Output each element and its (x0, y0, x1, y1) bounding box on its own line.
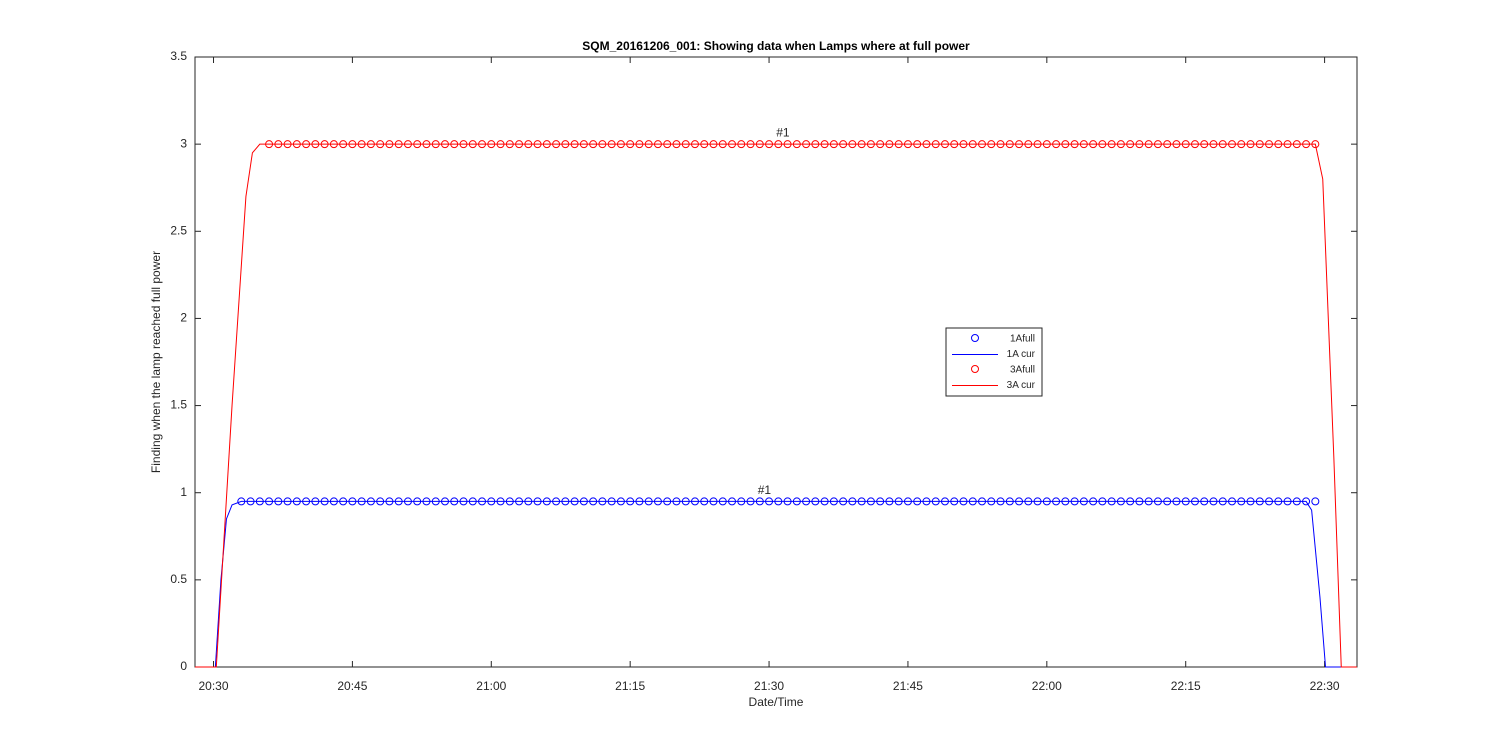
plot-frame (194, 56, 1358, 668)
legend-label: 3A cur (1007, 380, 1036, 391)
chart-title: SQM_20161206_001: Showing data when Lamp… (582, 39, 970, 53)
x-tick-label: 21:30 (754, 679, 784, 693)
y-tick-label: 2.5 (170, 223, 187, 237)
legend-marker (971, 334, 979, 342)
x-tick-label: 20:30 (199, 679, 229, 693)
x-tick-label: 22:15 (1171, 679, 1201, 693)
y-tick-label: 3.5 (170, 49, 187, 63)
legend-label: 1A cur (1007, 349, 1036, 360)
y-tick-label: 2 (180, 311, 187, 325)
marker (1311, 497, 1320, 506)
y-tick-label: 1.5 (170, 398, 187, 412)
x-tick-label: 21:00 (476, 679, 506, 693)
y-axis-label: Finding when the lamp reached full power (149, 251, 163, 473)
line (195, 143, 1357, 668)
y-tick-label: 0.5 (170, 572, 187, 586)
y-tick-label: 3 (180, 136, 187, 150)
legend-box (945, 327, 1043, 397)
y-tick-label: 0 (180, 659, 187, 673)
legend-label: 1Afull (1010, 334, 1035, 345)
x-tick-label: 22:00 (1032, 679, 1062, 693)
line (195, 500, 1357, 668)
y-tick-label: 1 (180, 485, 187, 499)
annotation: #1 (758, 483, 772, 497)
x-tick-label: 20:45 (337, 679, 367, 693)
legend-marker (971, 365, 979, 373)
annotation: #1 (776, 126, 790, 140)
x-tick-label: 21:15 (615, 679, 645, 693)
legend-label: 3Afull (1010, 365, 1035, 376)
x-tick-label: 22:30 (1310, 679, 1340, 693)
x-tick-label: 21:45 (893, 679, 923, 693)
x-axis-label: Date/Time (749, 695, 804, 709)
